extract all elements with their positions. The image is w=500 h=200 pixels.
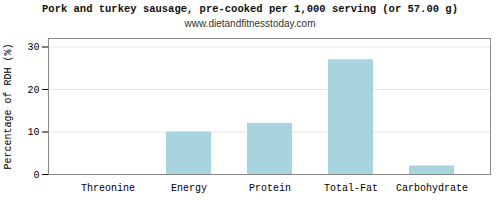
svg-text:Carbohydrate: Carbohydrate (396, 183, 468, 194)
svg-text:Protein: Protein (249, 183, 291, 194)
svg-text:30: 30 (27, 42, 39, 53)
svg-text:Total-Fat: Total-Fat (324, 183, 378, 194)
svg-text:10: 10 (27, 127, 39, 138)
svg-text:20: 20 (27, 85, 39, 96)
svg-text:Threonine: Threonine (81, 183, 135, 194)
svg-text:0: 0 (33, 170, 39, 181)
svg-text:Percentage of RDH (%): Percentage of RDH (%) (3, 43, 14, 169)
html-text:Pork and turkey sausage, pre-c: Pork and turkey sausage, pre-cooked per … (42, 3, 458, 15)
svg-text:Energy: Energy (171, 183, 207, 194)
html-text:www.dietandfitnesstoday.com: www.dietandfitnesstoday.com (184, 18, 316, 29)
